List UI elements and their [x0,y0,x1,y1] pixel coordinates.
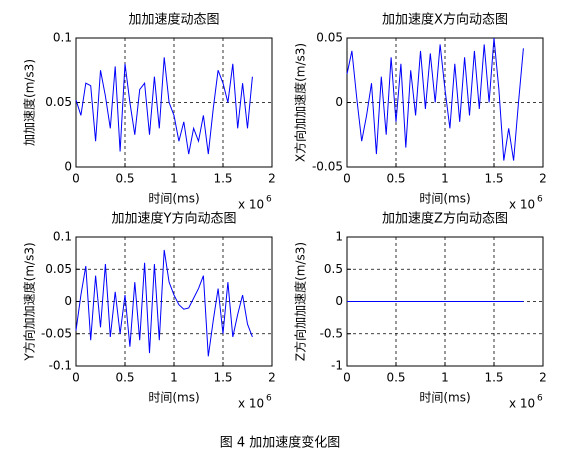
x-axis-label: 时间(ms) [148,192,199,206]
x-axis-label: 时间(ms) [419,391,470,405]
data-line [75,249,253,357]
x-scale-exponent: 6 [266,195,272,205]
x-tick-label: 1 [441,172,449,186]
data-line [346,37,524,161]
y-axis-label: Z方向加加速度(m/s3) [293,242,308,361]
chart-title: 加加速度动态图 [128,12,219,28]
y-tick-label: 0.05 [316,31,343,45]
y-tick-label: -0.05 [41,326,72,340]
y-tick-label: 0.1 [53,31,72,45]
x-tick-label: 0.5 [386,371,405,385]
y-tick-label: -1 [331,359,343,373]
x-tick-label: 0 [72,172,80,186]
axes-box [75,236,273,367]
x-tick-label: 2 [268,371,276,385]
y-axis-label: 加加速度(m/s3) [22,59,37,146]
chart-title: 加加速度X方向动态图 [382,12,508,28]
x-scale-label: x 10 [509,198,535,212]
x-scale-label: x 10 [238,397,264,411]
y-tick-label: -0.1 [49,359,72,373]
y-axis-label: X方向加加速度(m/s3) [293,43,308,162]
y-tick-label: 1 [335,230,343,244]
y-tick-label: -0.5 [320,326,343,340]
y-tick-label: 0 [64,294,72,308]
y-tick-label: -0.05 [312,160,343,174]
x-scale-label: x 10 [509,397,535,411]
x-axis-label: 时间(ms) [419,192,470,206]
x-tick-label: 0.5 [386,172,405,186]
x-tick-label: 2 [268,172,276,186]
y-tick-label: 0 [64,160,72,174]
figure-caption: 图 4 加加速度变化图 [220,435,341,451]
y-tick-label: 0 [335,294,343,308]
x-scale-label: x 10 [238,198,264,212]
axes-box [75,37,273,168]
x-tick-label: 0.5 [115,172,134,186]
data-line [75,57,253,155]
y-tick-label: 0.05 [45,95,72,109]
axes-box [346,37,544,168]
x-tick-label: 2 [539,172,547,186]
chart-title: 加加速度Z方向动态图 [382,211,508,227]
x-tick-label: 1.5 [484,371,503,385]
x-tick-label: 0 [343,371,351,385]
x-tick-label: 0 [343,172,351,186]
y-tick-label: 0.05 [45,262,72,276]
x-tick-label: 1.5 [213,371,232,385]
x-scale-exponent: 6 [266,394,272,404]
x-tick-label: 1.5 [484,172,503,186]
x-scale-exponent: 6 [537,394,543,404]
x-tick-label: 1 [170,172,178,186]
x-tick-label: 0.5 [115,371,134,385]
x-axis-label: 时间(ms) [148,391,199,405]
x-tick-label: 1 [170,371,178,385]
chart-title: 加加速度Y方向动态图 [112,211,237,227]
y-axis-label: Y方向加加速度(m/s3) [22,242,37,361]
x-tick-label: 1.5 [213,172,232,186]
y-tick-label: 0 [335,95,343,109]
y-tick-label: 0.5 [324,262,343,276]
x-tick-label: 0 [72,371,80,385]
x-tick-label: 2 [539,371,547,385]
y-tick-label: 0.1 [53,230,72,244]
x-tick-label: 1 [441,371,449,385]
x-scale-exponent: 6 [537,195,543,205]
